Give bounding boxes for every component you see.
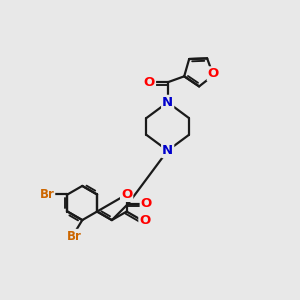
Text: N: N [162, 144, 173, 157]
Text: O: O [208, 67, 219, 80]
Text: Br: Br [39, 188, 54, 201]
Text: O: O [141, 197, 152, 210]
Text: O: O [144, 76, 155, 89]
Text: O: O [121, 188, 132, 201]
Text: Br: Br [67, 230, 82, 243]
Text: N: N [162, 96, 173, 109]
Text: O: O [139, 214, 151, 226]
